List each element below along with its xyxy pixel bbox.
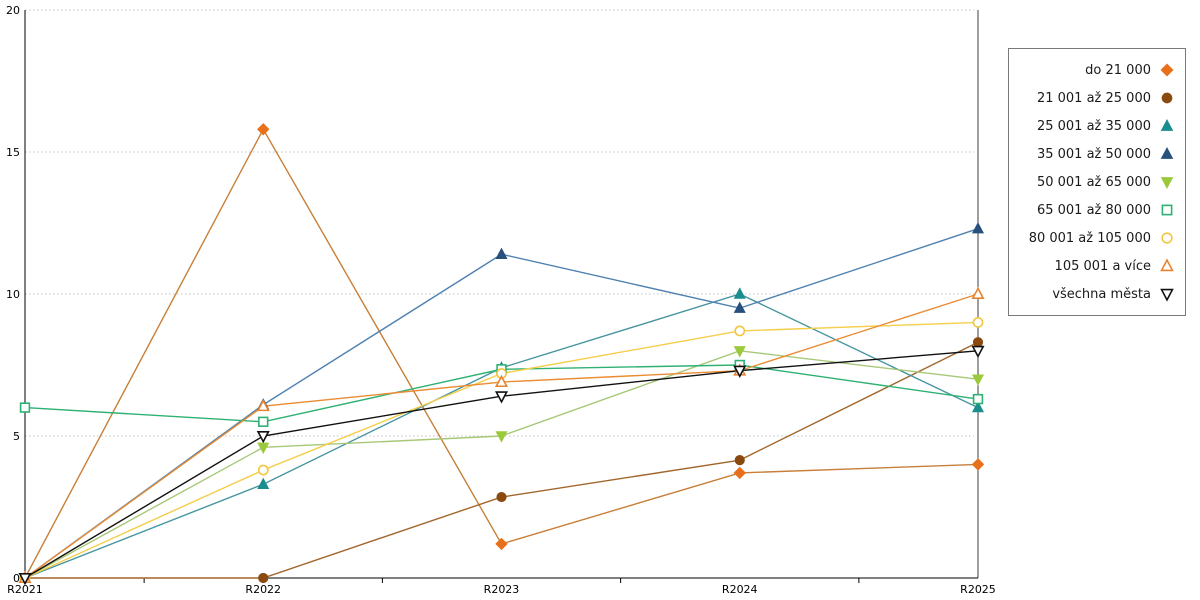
data-point: [257, 477, 270, 489]
legend-item[interactable]: do 21 000: [1009, 56, 1185, 84]
x-axis-label: R2022: [245, 583, 281, 596]
data-point: [971, 345, 985, 359]
square-marker-icon: [1161, 204, 1173, 216]
data-point: [256, 431, 270, 444]
circle-marker-icon: [1161, 92, 1173, 104]
data-point: [258, 572, 269, 584]
legend-item[interactable]: 65 001 až 80 000: [1009, 196, 1185, 224]
data-point: [494, 391, 509, 404]
legend-label: 80 001 až 105 000: [1028, 230, 1151, 246]
data-point: [971, 374, 985, 386]
data-point: [971, 400, 985, 413]
legend-item[interactable]: 50 001 až 65 000: [1009, 168, 1185, 196]
data-point: [733, 346, 746, 358]
legend-label: 65 001 až 80 000: [1036, 202, 1151, 218]
data-point: [257, 123, 270, 136]
data-point: [258, 416, 269, 427]
data-point: [733, 466, 746, 480]
legend-label: 50 001 až 65 000: [1036, 174, 1151, 190]
legend-item[interactable]: 80 001 až 105 000: [1009, 224, 1185, 252]
data-point: [972, 393, 984, 405]
legend-label: 35 001 až 50 000: [1036, 146, 1151, 162]
legend-item[interactable]: 25 001 až 35 000: [1009, 112, 1185, 140]
x-axis-label: R2024: [722, 583, 758, 596]
data-point: [734, 325, 746, 337]
legend-label: všechna města: [1052, 286, 1151, 302]
y-axis-label: 5: [13, 430, 20, 443]
triangle-down-marker-icon: [1160, 288, 1174, 302]
data-point: [733, 365, 747, 378]
series-line: [24, 127, 979, 579]
chart-legend: do 21 000 21 001 až 25 000 25 001 až 35 00…: [1008, 48, 1186, 316]
data-point: [257, 464, 269, 476]
legend-label: 21 001 až 25 000: [1036, 90, 1151, 106]
data-point: [19, 402, 31, 413]
diamond-marker-icon: [1160, 63, 1174, 77]
data-point: [972, 337, 984, 348]
data-point: [494, 374, 509, 388]
legend-item[interactable]: všechna města: [1009, 280, 1185, 308]
legend-label: do 21 000: [1085, 62, 1151, 78]
triangle-up-marker-icon: [1160, 258, 1174, 272]
data-point: [495, 247, 508, 259]
triangle-up-marker-icon: [1160, 119, 1174, 131]
x-axis-label: R2023: [484, 583, 520, 596]
data-point: [733, 287, 746, 299]
y-axis-label: 10: [6, 288, 20, 301]
legend-label: 105 001 a více: [1054, 258, 1151, 274]
legend-item[interactable]: 35 001 až 50 000: [1009, 140, 1185, 168]
triangle-up-marker-icon: [1160, 147, 1174, 159]
data-point: [971, 286, 985, 299]
x-axis-label: R2021: [7, 583, 43, 596]
data-point: [972, 316, 984, 328]
data-point: [18, 573, 32, 586]
data-point: [257, 442, 270, 455]
data-point: [971, 458, 985, 471]
data-point: [971, 222, 985, 234]
y-axis-label: 20: [6, 4, 20, 17]
data-point: [496, 491, 507, 503]
x-axis-label: R2025: [960, 583, 996, 596]
legend-item[interactable]: 21 001 až 25 000: [1009, 84, 1185, 112]
data-point: [495, 431, 508, 443]
y-axis-label: 15: [6, 146, 20, 159]
data-point: [734, 455, 745, 466]
legend-item[interactable]: 105 001 a více: [1009, 252, 1185, 280]
legend-label: 25 001 až 35 000: [1036, 118, 1151, 134]
triangle-down-marker-icon: [1160, 177, 1174, 189]
data-point: [495, 537, 508, 551]
y-axis-label: 0: [13, 572, 20, 585]
data-point: [733, 301, 746, 313]
circle-marker-icon: [1161, 232, 1173, 244]
data-point: [256, 398, 270, 412]
